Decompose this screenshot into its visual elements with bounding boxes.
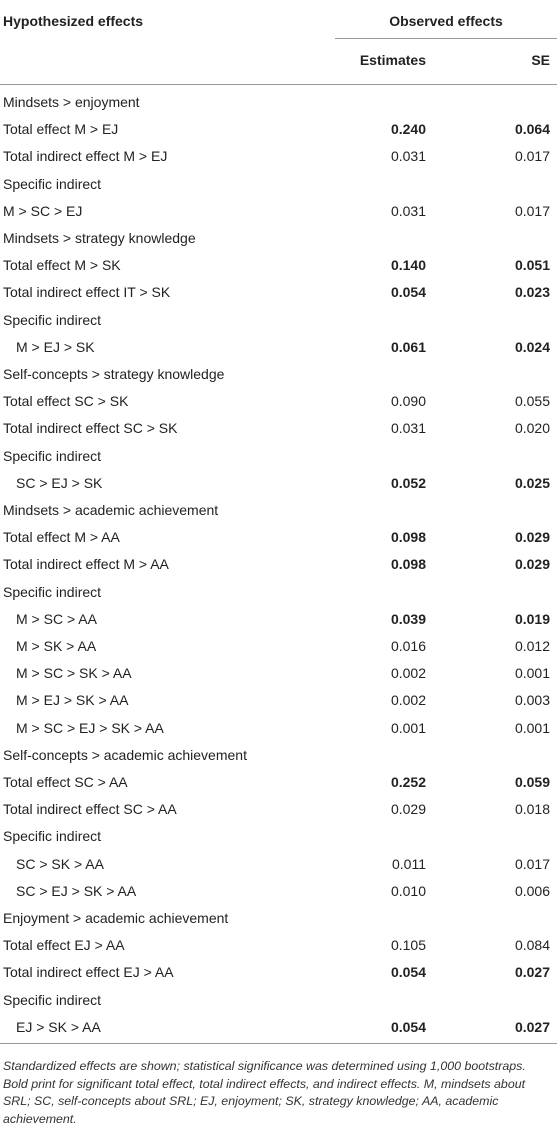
se: 0.064	[514, 121, 550, 138]
row-label: SC > EJ > SK	[16, 474, 103, 491]
row-label: Total effect M > EJ	[3, 121, 119, 138]
row-label: Mindsets > strategy knowledge	[3, 230, 196, 246]
se: 0.059	[514, 774, 550, 790]
estimate: 0.016	[390, 638, 426, 654]
estimate: 0.054	[390, 284, 426, 301]
estimate: 0.002	[390, 665, 426, 682]
se: 0.001	[514, 665, 550, 682]
se: 0.029	[514, 529, 550, 546]
estimate: 0.052	[390, 474, 426, 491]
estimate: 0.098	[390, 556, 426, 573]
estimate: 0.054	[390, 964, 426, 981]
row-label: Total indirect effect M > EJ	[3, 148, 168, 165]
se: 0.017	[514, 148, 550, 165]
se: 0.019	[514, 610, 550, 627]
estimate: 0.105	[390, 937, 426, 954]
row-label: Specific indirect	[3, 311, 102, 328]
estimate: 0.252	[390, 774, 426, 790]
se: 0.027	[514, 964, 550, 981]
row-label: Enjoyment > academic achievement	[3, 910, 229, 926]
se: 0.020	[514, 420, 550, 437]
row-label: Mindsets > academic achievement	[3, 502, 219, 518]
estimate: 0.090	[390, 393, 426, 410]
estimate: 0.031	[390, 202, 426, 219]
row-label: Self-concepts > academic achievement	[3, 746, 247, 763]
se: 0.084	[514, 937, 550, 954]
se: 0.024	[514, 338, 550, 355]
row-label: M > SK > AA	[16, 638, 97, 654]
se: 0.027	[514, 1018, 550, 1035]
row-label: Total indirect effect IT > SK	[3, 284, 171, 301]
row-label: Total effect SC > AA	[3, 774, 128, 790]
se: 0.017	[514, 855, 550, 872]
estimate: 0.031	[390, 148, 426, 165]
se: 0.029	[514, 556, 550, 573]
se: 0.003	[514, 692, 550, 709]
row-label: EJ > SK > AA	[16, 1018, 101, 1035]
se: 0.017	[514, 202, 550, 219]
row-label: Specific indirect	[3, 583, 102, 600]
footnote: Standardized effects are shown; statisti…	[3, 1059, 526, 1126]
se: 0.001	[514, 719, 550, 736]
se: 0.012	[514, 638, 550, 654]
row-label: SC > EJ > SK > AA	[16, 882, 137, 899]
row-label: Total indirect effect SC > AA	[3, 801, 177, 818]
se: 0.018	[514, 801, 550, 818]
estimate: 0.029	[390, 801, 426, 818]
row-label: M > EJ > SK > AA	[16, 692, 129, 709]
se: 0.055	[514, 393, 550, 410]
row-header: Hypothesized effects	[3, 13, 144, 29]
column-header: SE	[531, 52, 550, 68]
row-label: Total indirect effect SC > SK	[3, 420, 178, 437]
row-label: SC > SK > AA	[16, 855, 104, 872]
estimate: 0.054	[390, 1018, 426, 1035]
estimate: 0.001	[390, 719, 426, 736]
estimate: 0.140	[390, 257, 426, 274]
estimate: 0.098	[390, 529, 426, 546]
se: 0.006	[514, 882, 550, 899]
estimate: 0.011	[392, 855, 426, 872]
estimate: 0.002	[390, 692, 426, 709]
estimate: 0.010	[390, 882, 426, 899]
row-label: Specific indirect	[3, 991, 102, 1008]
se: 0.051	[514, 257, 550, 274]
row-label: Total effect M > AA	[3, 529, 120, 546]
se: 0.025	[514, 474, 550, 491]
column-header: Estimates	[359, 52, 426, 68]
row-label: Total effect SC > SK	[3, 393, 129, 410]
estimate: 0.240	[390, 121, 426, 138]
row-label: Total indirect effect M > AA	[3, 556, 169, 573]
row-label: M > SC > EJ > SK > AA	[16, 719, 164, 736]
row-label: Specific indirect	[3, 175, 102, 192]
row-label: Specific indirect	[3, 447, 102, 464]
group-header: Observed effects	[389, 13, 503, 29]
header-rule	[335, 38, 557, 39]
se: 0.023	[514, 284, 550, 301]
row-label: Specific indirect	[3, 828, 102, 845]
row-label: M > SC > SK > AA	[16, 665, 132, 682]
row-label: Total effect M > SK	[3, 257, 121, 274]
row-label: Self-concepts > strategy knowledge	[3, 366, 225, 382]
row-label: Total indirect effect EJ > AA	[3, 964, 174, 981]
row-label: Mindsets > enjoyment	[3, 94, 140, 110]
table-rule	[0, 1042, 557, 1044]
estimate: 0.039	[390, 610, 426, 627]
estimate: 0.031	[390, 420, 426, 437]
row-label: M > SC > AA	[16, 610, 97, 627]
row-label: Total effect EJ > AA	[3, 937, 125, 954]
estimate: 0.061	[390, 338, 426, 355]
header-rule	[0, 84, 557, 85]
row-label: M > SC > EJ	[3, 202, 83, 219]
row-label: M > EJ > SK	[16, 338, 95, 355]
